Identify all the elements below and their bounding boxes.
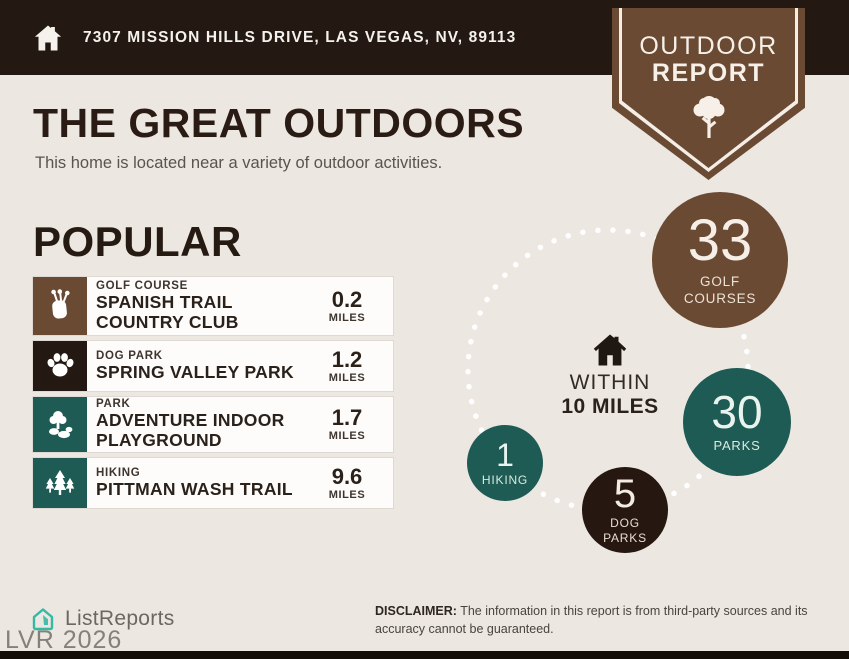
outdoor-report-badge: OUTDOOR REPORT bbox=[612, 8, 805, 180]
distance-unit: MILES bbox=[328, 311, 366, 324]
item-category: HIKING bbox=[96, 466, 141, 479]
popular-list: GOLF COURSE SPANISH TRAIL COUNTRY CLUB 0… bbox=[33, 277, 393, 514]
home-icon bbox=[593, 334, 627, 366]
golf-bag-icon bbox=[33, 277, 87, 335]
disclaimer: DISCLAIMER: The information in this repo… bbox=[375, 602, 833, 638]
item-distance: 1.7 MILES bbox=[311, 405, 383, 443]
park-icon bbox=[33, 397, 87, 452]
item-distance: 9.6 MILES bbox=[311, 463, 383, 501]
badge-title-line1: OUTDOOR bbox=[639, 32, 778, 60]
distance-value: 0.2 bbox=[331, 286, 363, 312]
item-category: DOG PARK bbox=[96, 349, 163, 362]
distance-value: 9.6 bbox=[331, 463, 363, 489]
item-distance: 1.2 MILES bbox=[311, 346, 383, 384]
badge-title-line2: REPORT bbox=[651, 59, 766, 87]
property-address: 7307 MISSION HILLS DRIVE, LAS VEGAS, NV,… bbox=[83, 28, 517, 46]
disclaimer-text: The information in this report is from t… bbox=[375, 604, 808, 637]
list-item-hiking: HIKING PITTMAN WASH TRAIL 9.6 MILES bbox=[33, 458, 393, 508]
stat-label: DOG PARKS bbox=[603, 516, 647, 545]
item-name: ADVENTURE INDOOR PLAYGROUND bbox=[96, 410, 285, 450]
stat-label: HIKING bbox=[481, 472, 529, 487]
listreports-house-icon bbox=[32, 608, 54, 631]
item-name: SPRING VALLEY PARK bbox=[96, 361, 294, 382]
stat-label: PARKS bbox=[713, 438, 761, 454]
radius-label-line2: 10 MILES bbox=[561, 395, 659, 418]
brand-name: ListReports bbox=[65, 607, 175, 630]
item-name: PITTMAN WASH TRAIL bbox=[96, 478, 293, 499]
stat-value: 33 bbox=[687, 208, 753, 274]
stat-label: GOLF COURSES bbox=[683, 274, 757, 306]
stat-bubble-hiking: 1 HIKING bbox=[467, 425, 543, 501]
distance-unit: MILES bbox=[328, 430, 366, 442]
item-distance: 0.2 MILES bbox=[311, 286, 383, 324]
stat-bubble-dog-parks: 5 DOG PARKS bbox=[582, 467, 668, 553]
stat-bubble-parks: 30 PARKS bbox=[683, 368, 791, 476]
bottom-bar bbox=[0, 651, 849, 659]
item-category: GOLF COURSE bbox=[96, 279, 189, 292]
listreports-logo: ListReports bbox=[30, 606, 175, 632]
radius-center: WITHIN 10 MILES bbox=[548, 333, 672, 419]
stat-value: 1 bbox=[496, 436, 514, 473]
disclaimer-label: DISCLAIMER: bbox=[375, 604, 457, 618]
paw-icon bbox=[33, 341, 87, 391]
page-subtitle: This home is located near a variety of o… bbox=[35, 154, 443, 172]
list-item-golf-course: GOLF COURSE SPANISH TRAIL COUNTRY CLUB 0… bbox=[33, 277, 393, 335]
distance-value: 1.7 bbox=[331, 405, 363, 430]
radius-label-line1: WITHIN bbox=[569, 371, 651, 394]
page-title: THE GREAT OUTDOORS bbox=[33, 100, 525, 146]
tree-icon bbox=[693, 96, 724, 138]
item-category: PARK bbox=[96, 398, 131, 411]
pine-trees-icon bbox=[33, 458, 87, 508]
list-item-dog-park: DOG PARK SPRING VALLEY PARK 1.2 MILES bbox=[33, 341, 393, 391]
home-icon bbox=[34, 25, 62, 50]
stat-bubble-golf-courses: 33 GOLF COURSES bbox=[652, 192, 788, 328]
distance-value: 1.2 bbox=[331, 346, 363, 372]
list-item-park: PARK ADVENTURE INDOOR PLAYGROUND 1.7 MIL… bbox=[33, 397, 393, 452]
distance-unit: MILES bbox=[328, 488, 366, 501]
stat-value: 30 bbox=[711, 386, 763, 439]
item-name: SPANISH TRAIL COUNTRY CLUB bbox=[96, 291, 239, 332]
stat-value: 5 bbox=[613, 472, 637, 516]
distance-unit: MILES bbox=[328, 371, 366, 384]
popular-heading: POPULAR bbox=[33, 218, 242, 265]
watermark: LVR 2026 bbox=[5, 626, 123, 654]
